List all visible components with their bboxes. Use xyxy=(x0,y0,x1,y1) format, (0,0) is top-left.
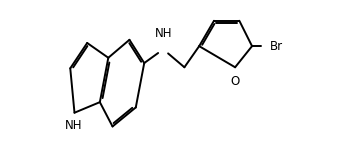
Text: Br: Br xyxy=(270,40,283,53)
Text: O: O xyxy=(230,75,240,88)
Text: NH: NH xyxy=(154,27,172,40)
Text: NH: NH xyxy=(65,119,82,132)
